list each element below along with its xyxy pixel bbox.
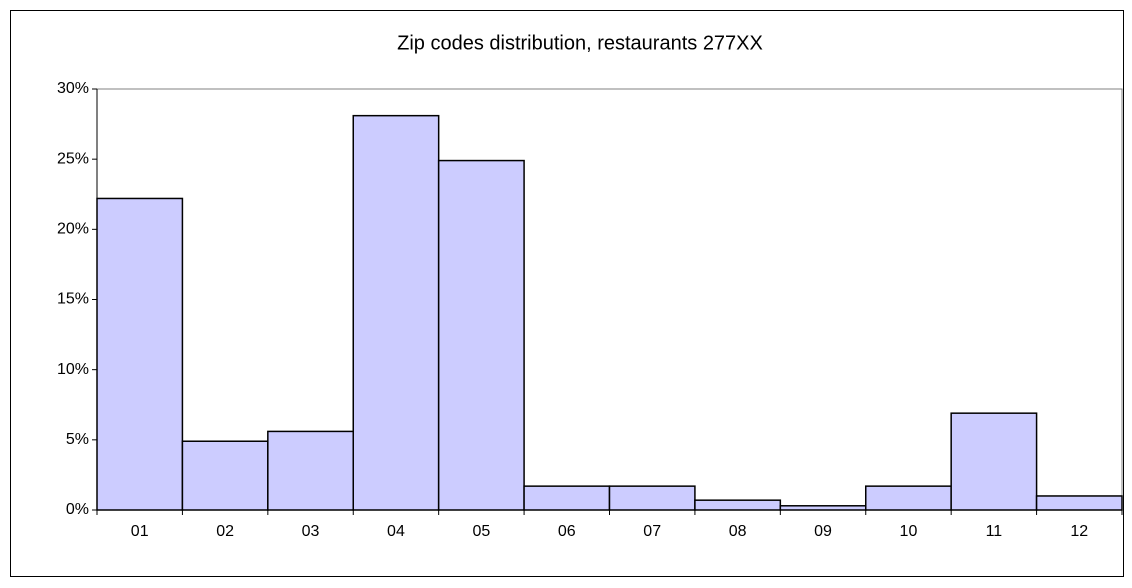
x-tick-label: 06 xyxy=(558,523,576,540)
bar xyxy=(181,440,269,511)
bar xyxy=(1035,495,1123,511)
bar xyxy=(779,505,867,511)
x-tick-label: 08 xyxy=(729,523,747,540)
y-tick-label: 20% xyxy=(57,221,89,238)
y-tick-label: 25% xyxy=(57,150,89,167)
chart-title: Zip codes distribution, restaurants 277X… xyxy=(397,32,763,54)
y-tick-label: 15% xyxy=(57,291,89,308)
x-tick-label: 02 xyxy=(216,523,234,540)
bar xyxy=(865,485,952,511)
bar xyxy=(352,114,440,511)
x-tick-label: 03 xyxy=(302,523,320,540)
x-tick-label: 11 xyxy=(986,523,1003,540)
x-tick-label: 07 xyxy=(643,523,661,540)
y-tick-label: 0% xyxy=(66,501,89,518)
x-tick-label: 09 xyxy=(814,523,832,540)
x-tick-label: 05 xyxy=(472,523,490,540)
bar xyxy=(608,485,696,511)
y-tick-label: 30% xyxy=(57,80,89,97)
bar xyxy=(437,159,525,511)
y-tick-label: 5% xyxy=(66,431,89,448)
bar xyxy=(96,197,184,511)
x-tick-label: 10 xyxy=(900,523,918,540)
bar xyxy=(267,430,355,511)
bar xyxy=(950,412,1038,511)
y-tick-label: 10% xyxy=(57,361,89,378)
x-tick-label: 12 xyxy=(1070,523,1088,540)
bar xyxy=(694,499,782,511)
x-tick-label: 04 xyxy=(387,523,405,540)
bar xyxy=(523,485,611,511)
x-tick-label: 01 xyxy=(131,523,149,540)
